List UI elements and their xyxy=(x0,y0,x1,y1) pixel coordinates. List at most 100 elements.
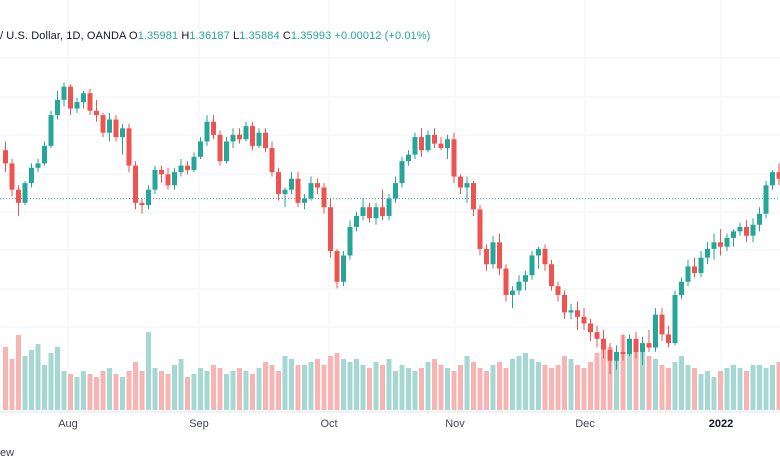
candle xyxy=(692,257,697,278)
volume-bar xyxy=(237,368,242,410)
volume-bar xyxy=(503,368,509,410)
candle xyxy=(61,82,67,107)
candle-body xyxy=(770,172,775,186)
volume-bar xyxy=(276,371,281,410)
volume-bar xyxy=(555,365,561,410)
candle xyxy=(308,176,314,201)
candle-body xyxy=(9,163,15,190)
volume-bar xyxy=(94,377,99,410)
candle xyxy=(302,194,307,210)
candles xyxy=(3,82,780,374)
change-value: +0.00012 (+0.01%) xyxy=(334,30,431,42)
candle-body xyxy=(432,134,437,144)
candle-body xyxy=(477,209,483,249)
candle-body xyxy=(516,281,522,291)
candle-body xyxy=(308,183,314,199)
candle xyxy=(295,172,301,208)
candle xyxy=(282,187,288,208)
volume-bar xyxy=(607,347,613,410)
candle xyxy=(419,128,424,157)
candle-body xyxy=(198,141,203,157)
candle-body xyxy=(276,172,281,195)
candle xyxy=(399,156,405,188)
candle xyxy=(211,115,216,140)
candle xyxy=(620,334,626,361)
candle-body xyxy=(263,132,268,149)
candle xyxy=(458,174,463,195)
candle-body xyxy=(107,119,112,133)
candle xyxy=(191,152,197,173)
candle xyxy=(113,115,119,142)
symbol-legend: / U.S. Dollar, 1D, OANDA O1.35981 H1.361… xyxy=(0,30,430,42)
symbol-label: / U.S. Dollar, 1D, OANDA xyxy=(0,30,126,42)
volume-bar xyxy=(510,359,515,410)
x-tick-label: Dec xyxy=(575,418,595,430)
candle-body xyxy=(451,139,457,177)
volume-bar xyxy=(289,359,294,410)
candle-body xyxy=(750,224,756,236)
candle xyxy=(120,123,125,155)
candle xyxy=(198,137,203,159)
volume-bar xyxy=(646,356,652,410)
volume-bar xyxy=(705,371,710,410)
candle-body xyxy=(588,323,593,333)
candle xyxy=(763,180,769,219)
candle xyxy=(68,84,73,116)
candle-body xyxy=(113,119,119,138)
candle xyxy=(386,194,392,221)
candle-body xyxy=(126,128,132,166)
candle xyxy=(367,202,372,223)
candle-body xyxy=(666,334,671,344)
candle-body xyxy=(705,248,710,258)
x-axis: Aug Sep Oct Nov Dec 2022 xyxy=(58,418,733,430)
volume-bar xyxy=(308,362,314,410)
candle-body xyxy=(555,286,561,295)
volume-bar xyxy=(113,374,119,410)
candle-body xyxy=(718,242,723,247)
volume-bar xyxy=(386,359,392,410)
candle-body xyxy=(315,183,320,188)
open-label: O xyxy=(129,30,138,42)
candle xyxy=(204,115,210,146)
volume-bar xyxy=(471,362,476,410)
volume-bar xyxy=(328,356,333,410)
candle xyxy=(627,334,632,357)
candle xyxy=(126,123,132,173)
candle-body xyxy=(737,226,743,232)
volume-bar xyxy=(165,374,171,410)
candle xyxy=(373,202,379,225)
candle-body xyxy=(354,216,359,227)
volume-bar xyxy=(542,365,548,410)
volume-bar xyxy=(211,365,216,410)
volume-bar xyxy=(692,368,697,410)
volume-bar xyxy=(87,374,93,410)
candle-body xyxy=(48,115,54,146)
candle xyxy=(737,222,743,236)
candle-body xyxy=(347,226,353,256)
candle-body xyxy=(139,202,145,206)
volume-bar xyxy=(22,356,28,410)
candle-body xyxy=(94,110,99,116)
volume-bar xyxy=(594,353,600,410)
candle-body xyxy=(536,248,541,256)
candle-body xyxy=(497,242,502,269)
candle xyxy=(35,159,41,173)
volume-bar xyxy=(672,362,678,410)
candle-body xyxy=(367,207,372,219)
volume-bar xyxy=(744,371,749,410)
candle-body xyxy=(185,165,190,170)
candle xyxy=(48,110,54,149)
candle xyxy=(516,275,522,295)
candle xyxy=(503,264,509,302)
volume-bar xyxy=(380,365,385,410)
candle-body xyxy=(471,183,476,210)
candle xyxy=(594,325,600,348)
volume-bar xyxy=(763,368,769,410)
volume-bar xyxy=(146,332,151,410)
candle xyxy=(744,220,749,243)
candle-body xyxy=(360,207,366,216)
candle xyxy=(562,290,567,320)
candle-body xyxy=(120,128,125,138)
candle-body xyxy=(191,156,197,170)
